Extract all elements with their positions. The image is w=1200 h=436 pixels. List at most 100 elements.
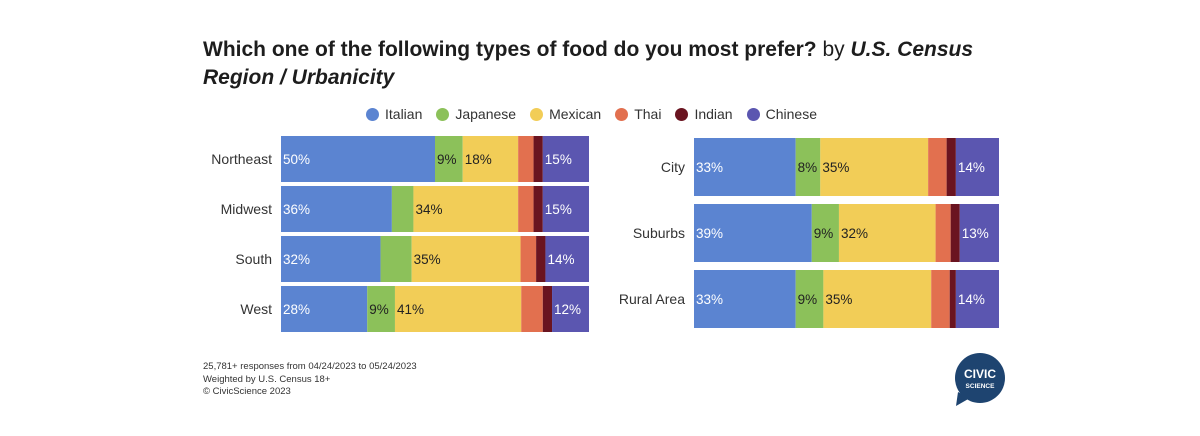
logo-line1: CIVIC [964,367,996,381]
data-label: 32% [283,252,310,267]
bar-segment-chinese [959,204,999,262]
legend-label: Italian [385,106,423,122]
legend-swatch-italian [366,107,379,121]
legend-label: Chinese [765,106,817,122]
legend-swatch-thai [615,107,629,121]
legend-item-japanese: Japanese [436,106,516,122]
data-label: 14% [958,160,985,175]
bar-segment-thai [931,270,950,328]
data-label: 14% [958,292,985,307]
data-label: 33% [696,160,723,175]
category-label: West [240,301,272,317]
bar-segment-chinese [552,286,589,332]
data-label: 13% [962,226,989,241]
legend-item-mexican: Mexican [530,106,601,122]
bar-segment-indian [949,270,956,328]
bar-segment-thai [518,186,534,232]
data-label: 9% [437,152,457,167]
data-label: 28% [283,302,310,317]
legend-item-italian: Italian [366,106,422,122]
bar-segment-japanese [380,236,412,282]
bar-segment-chinese [542,186,589,232]
bar-segment-thai [518,136,534,182]
bar-segment-japanese [391,186,414,232]
legend-label: Japanese [455,106,517,122]
bar-segment-indian [946,138,956,196]
bar-segment-italian [694,270,796,328]
legend-label: Indian [694,106,733,122]
category-label: City [661,159,685,175]
bar-segment-indian [950,204,960,262]
logo-line2: SCIENCE [966,383,996,390]
data-label: 41% [397,302,424,317]
data-label: 35% [825,292,852,307]
bar-segment-mexican [413,186,519,232]
data-label: 9% [798,292,818,307]
bar-segment-mexican [462,136,519,182]
chart-title: Which one of the following types of food… [203,36,1023,92]
bar-segment-japanese [795,270,824,328]
bar-segment-chinese [955,138,999,196]
legend-item-indian: Indian [675,106,733,122]
bar-segment-thai [520,236,537,282]
bar-segment-mexican [411,236,521,282]
bar-segment-thai [521,286,543,332]
bar-segment-italian [694,138,796,196]
bar-segment-thai [928,138,947,196]
legend-item-thai: Thai [615,106,661,122]
bar-segment-japanese [795,138,821,196]
data-label: 14% [547,252,574,267]
legend: Italian Japanese Mexican Thai Indian Chinese [366,104,831,124]
bar-segment-indian [536,236,546,282]
bar-segment-indian [533,186,543,232]
data-label: 36% [283,202,310,217]
bar-segment-indian [533,136,543,182]
data-label: 35% [822,160,849,175]
legend-label: Mexican [549,106,602,122]
title-region: U.S. Census Region / Urbanicity [203,38,974,89]
category-label: Midwest [221,201,272,217]
data-label: 9% [369,302,389,317]
bar-segment-indian [542,286,553,332]
data-label: 35% [414,252,441,267]
bar-segment-italian [281,236,381,282]
data-label: 9% [814,226,834,241]
bar-segment-japanese [435,136,463,182]
legend-swatch-japanese [436,107,450,121]
data-label: 39% [696,226,723,241]
legend-swatch-chinese [746,107,760,121]
legend-label: Thai [634,106,662,122]
data-label: 34% [415,202,442,217]
data-label: 33% [696,292,723,307]
title-main: Which one of the following types of food… [203,38,817,61]
bar-segment-chinese [545,236,589,282]
footnote: 25,781+ responses from 04/24/2023 to 05/… [203,361,417,399]
title-by: by [816,38,851,61]
category-label: South [235,251,272,267]
footnote-copyright: © CivicScience 2023 [203,386,291,397]
civicscience-logo: CIVIC SCIENCE [955,353,1005,406]
bar-segment-japanese [811,204,839,262]
legend-swatch-indian [675,107,689,121]
legend-swatch-mexican [530,107,544,121]
bar-segment-thai [935,204,951,262]
bar-segment-chinese [955,270,999,328]
bar-segment-mexican [394,286,522,332]
footnote-responses: 25,781+ responses from 04/24/2023 to 05/… [203,361,417,372]
bar-segment-chinese [542,136,589,182]
data-label: 32% [841,226,868,241]
data-label: 12% [554,302,581,317]
data-label: 18% [465,152,492,167]
footnote-weighting: Weighted by U.S. Census 18+ [203,373,331,385]
bar-segment-mexican [820,138,929,196]
bar-segment-italian [281,186,392,232]
bar-segment-italian [281,136,435,182]
bar-segment-mexican [838,204,936,262]
data-label: 8% [798,160,818,175]
bar-segment-mexican [823,270,932,328]
category-label: Northeast [211,151,272,167]
data-label: 15% [545,152,572,167]
bar-segment-italian [281,286,368,332]
bar-segment-japanese [367,286,395,332]
